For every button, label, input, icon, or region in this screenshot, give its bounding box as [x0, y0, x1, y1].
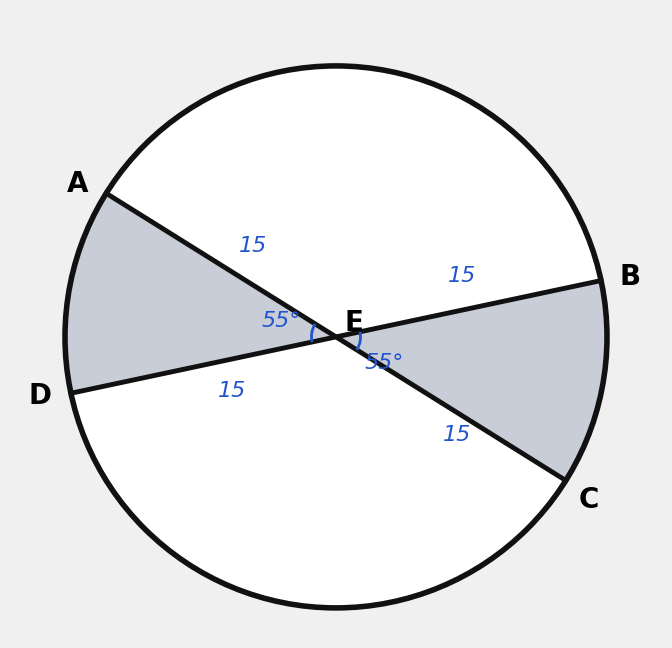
- Text: E: E: [345, 308, 364, 337]
- Polygon shape: [336, 281, 607, 481]
- Text: 55°: 55°: [261, 311, 301, 330]
- Text: 15: 15: [218, 381, 247, 401]
- Text: D: D: [28, 382, 52, 410]
- Text: A: A: [67, 170, 88, 198]
- Text: 55°: 55°: [365, 353, 404, 373]
- Circle shape: [65, 66, 607, 608]
- Text: B: B: [620, 263, 640, 292]
- Text: C: C: [578, 486, 599, 514]
- Text: 15: 15: [448, 266, 476, 286]
- Polygon shape: [65, 193, 336, 393]
- Text: 15: 15: [444, 424, 472, 445]
- Text: 15: 15: [239, 236, 267, 256]
